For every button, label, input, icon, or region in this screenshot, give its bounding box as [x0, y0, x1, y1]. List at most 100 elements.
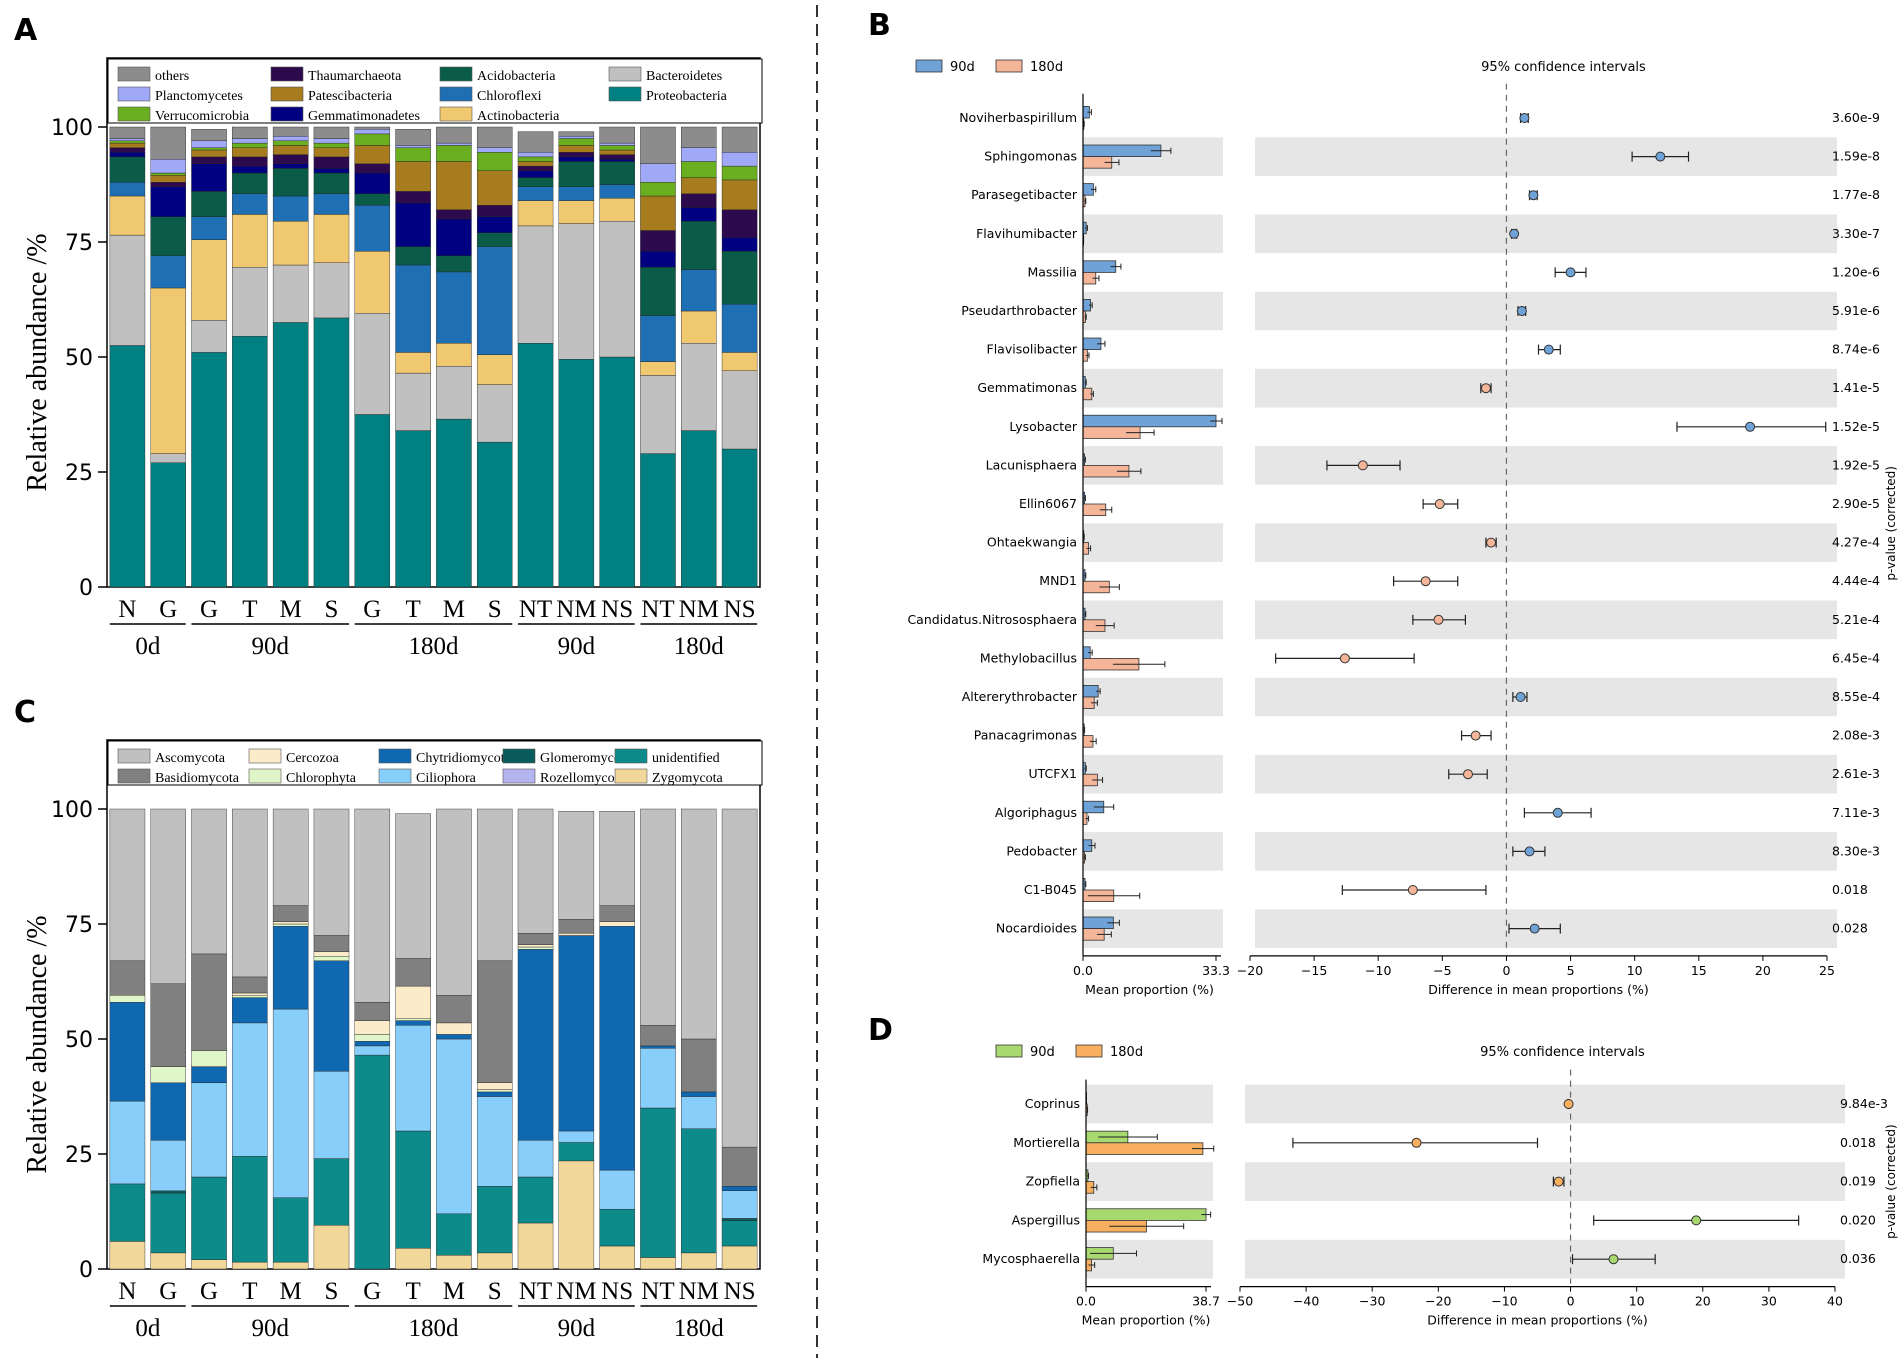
bar-segment: [232, 214, 268, 268]
bar-segment: [640, 267, 676, 316]
y-axis-title: Relative abundance /%: [22, 915, 53, 1173]
row-shade: [1086, 1084, 1213, 1124]
bar-segment: [476, 1096, 513, 1187]
bar-segment: [354, 133, 391, 146]
bar-segment: [150, 287, 186, 454]
bar-segment: [232, 138, 268, 144]
bar-segment: [191, 149, 227, 158]
row-label: C1-B045: [1024, 882, 1077, 897]
bar-segment: [558, 145, 595, 153]
bar-segment: [599, 149, 635, 155]
bar-segment: [640, 453, 676, 588]
bar-segment: [191, 1082, 227, 1178]
legend-swatch: [117, 768, 151, 784]
bar-segment: [232, 992, 268, 996]
bar-segment: [599, 1208, 635, 1247]
bar-segment: [191, 1050, 227, 1067]
bar-segment: [313, 126, 350, 139]
legend-label: Bacteroidetes: [646, 69, 722, 84]
bar-segment: [109, 1183, 146, 1242]
bar-segment: [436, 145, 472, 162]
category-label: G: [159, 1278, 177, 1305]
bar-segment: [640, 1107, 676, 1258]
bar-segment: [354, 808, 391, 1003]
bar-segment: [517, 808, 554, 934]
y-tick-label: 75: [65, 913, 93, 938]
p-value: 0.019: [1840, 1174, 1876, 1189]
diff-point: [1509, 228, 1520, 239]
bar-segment: [395, 202, 431, 247]
bar-segment: [640, 808, 676, 1026]
diff-point: [1553, 1176, 1564, 1187]
bar-segment: [517, 156, 554, 162]
bar-segment: [232, 997, 268, 1024]
bar-segment: [313, 808, 350, 936]
p-value: 2.61e-3: [1832, 766, 1880, 781]
bar-segment: [232, 336, 268, 588]
p-value: 8.30e-3: [1832, 843, 1880, 858]
p-value: 1.20e-6: [1832, 264, 1880, 279]
group-label: 90d: [252, 633, 290, 660]
diff-point: [1565, 267, 1576, 278]
bar-segment: [558, 933, 595, 936]
panel-label-c: C: [14, 695, 36, 730]
p-value: 1.59e-8: [1832, 149, 1880, 164]
category-label: S: [488, 596, 502, 623]
legend-label: others: [155, 69, 189, 84]
right-x-title: Difference in mean proportions (%): [1427, 1313, 1647, 1328]
diff-point: [1745, 421, 1756, 432]
legend-label: 90d: [1030, 1045, 1055, 1060]
diff-point: [1608, 1254, 1619, 1265]
bar-segment: [109, 345, 146, 588]
bar-segment: [599, 145, 635, 151]
bar-segment: [436, 366, 472, 420]
bar-segment: [640, 315, 676, 362]
chart-c: N G G T M S G T M S NT NM NS NT NM NS0255075100Relative…: [22, 739, 763, 1342]
bar-segment: [232, 193, 268, 215]
bar-segment: [721, 1220, 758, 1247]
bar-segment: [191, 808, 227, 955]
bar-segment: [109, 1241, 146, 1270]
bar-segment: [150, 1192, 186, 1254]
p-value: 6.45e-4: [1832, 650, 1880, 665]
mean-bar-g1: [1082, 144, 1162, 158]
bar-segment: [109, 195, 146, 236]
bar-segment: [272, 154, 309, 165]
right-x-tick-label: −50: [1227, 1294, 1253, 1309]
row-shade: [1255, 600, 1837, 640]
mean-bar-g1: [1085, 1208, 1207, 1221]
bar-segment: [681, 147, 717, 162]
bar-segment: [395, 145, 431, 148]
group-label: 180d: [674, 1315, 725, 1342]
bar-segment: [517, 177, 554, 188]
panel-label-d: D: [868, 1013, 893, 1048]
bar-segment: [150, 181, 186, 187]
y-tick-label: 25: [65, 1143, 93, 1168]
bar-segment: [476, 1252, 513, 1270]
row-shade: [1255, 214, 1837, 254]
bar-segment: [517, 1139, 554, 1178]
bar-segment: [354, 1020, 391, 1035]
bar-segment: [476, 960, 513, 1083]
bar-segment: [558, 935, 595, 1132]
category-label: S: [325, 1278, 339, 1305]
bar-segment: [681, 126, 717, 148]
mean-bar-g1: [1082, 414, 1217, 428]
diff-point: [1434, 499, 1445, 509]
ci-title: 95% confidence intervals: [1480, 1045, 1645, 1060]
p-value: 9.84e-3: [1840, 1096, 1888, 1111]
row-shade: [1255, 291, 1837, 331]
bar-segment: [395, 1248, 431, 1270]
bar-segment: [436, 142, 472, 146]
bar-segment: [640, 181, 676, 197]
bar-segment: [150, 453, 186, 464]
bar-segment: [558, 359, 595, 588]
bar-segment: [191, 129, 227, 142]
bar-segment: [681, 343, 717, 431]
right-x-tick-label: 15: [1691, 963, 1707, 978]
right-x-tick-label: −40: [1293, 1294, 1319, 1309]
left-x-tick-label: 33.3: [1202, 963, 1230, 978]
bar-segment: [150, 255, 186, 289]
row-label: UTCFX1: [1029, 766, 1078, 781]
bar-segment: [150, 126, 186, 160]
